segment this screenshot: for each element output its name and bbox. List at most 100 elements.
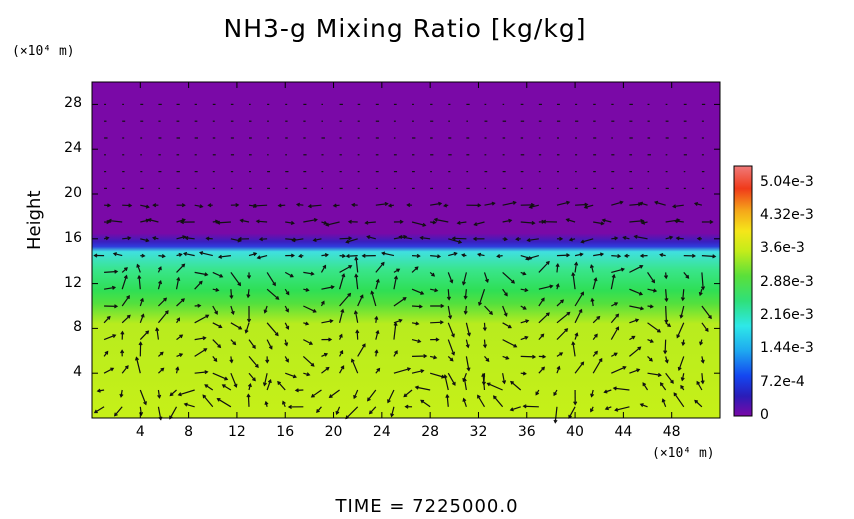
chart-title: NH3-g Mixing Ratio [kg/kg] <box>223 14 587 43</box>
wind-vector <box>217 221 231 224</box>
wind-vector <box>194 314 209 324</box>
wind-vector-head <box>685 274 690 279</box>
wind-vector-head <box>406 203 411 208</box>
wind-vector-head <box>375 278 380 283</box>
wind-vector <box>662 399 667 408</box>
colorbar-tick-label: 0 <box>760 407 769 423</box>
wind-vector-head <box>404 404 409 409</box>
wind-vector <box>354 311 359 323</box>
wind-vector-head <box>141 253 146 258</box>
wind-vector-head <box>657 328 662 333</box>
wind-vector-head <box>323 352 329 357</box>
wind-vector-head <box>524 288 529 293</box>
wind-vector-head <box>359 294 364 299</box>
wind-vector <box>502 305 508 316</box>
wind-vector <box>256 220 268 223</box>
wind-vector-head <box>290 253 295 258</box>
x-tick-label: 28 <box>421 424 440 440</box>
wind-vector-head <box>176 317 180 322</box>
wind-vector-head <box>478 301 482 307</box>
y-tick-label: 8 <box>73 319 82 336</box>
wind-vector-head <box>434 288 439 293</box>
wind-vector-head <box>235 202 240 208</box>
wind-vector-head <box>287 404 292 409</box>
wind-vector-head <box>451 351 456 356</box>
wind-vector-head <box>664 319 669 324</box>
wind-vector <box>292 238 304 242</box>
wind-vector-head <box>182 251 188 256</box>
wind-vector <box>483 272 489 283</box>
wind-vector <box>462 272 467 285</box>
wind-vector-head <box>449 279 454 284</box>
wind-vector <box>136 264 141 273</box>
wind-vector-head <box>532 354 537 359</box>
wind-vector-head <box>145 330 150 335</box>
wind-vector-head <box>114 269 119 274</box>
wind-vector-head <box>106 315 111 320</box>
wind-vector-head <box>112 334 117 338</box>
wind-vector-head <box>432 220 437 225</box>
wind-vector <box>556 299 564 307</box>
wind-vector-head <box>198 280 203 285</box>
wind-vector-head <box>393 321 398 326</box>
wind-vector <box>411 266 419 273</box>
x-tick-label: 40 <box>566 424 584 440</box>
wind-vector-head <box>312 237 317 242</box>
wind-vector <box>399 236 413 240</box>
wind-vector <box>321 320 333 324</box>
wind-vector <box>502 201 516 206</box>
wind-vector <box>257 255 268 259</box>
wind-vector <box>572 342 576 357</box>
wind-vector-head <box>638 201 644 206</box>
wind-vector-head <box>673 219 678 224</box>
wind-vector-head <box>282 400 286 405</box>
wind-vector <box>447 372 456 386</box>
wind-vector <box>375 279 379 290</box>
wind-vector-head <box>341 253 347 258</box>
wind-vector-head <box>549 284 554 289</box>
wind-vector-head <box>114 304 119 309</box>
wind-vector <box>527 238 539 242</box>
wind-vector-head <box>639 265 644 269</box>
wind-vector-head <box>325 222 330 227</box>
wind-vector <box>581 238 594 243</box>
wind-vector-head <box>451 236 456 241</box>
wind-vector-head <box>119 393 124 398</box>
wind-vector <box>176 263 185 273</box>
wind-vector-head <box>111 285 117 290</box>
wind-vector <box>247 289 250 298</box>
wind-vector-head <box>482 327 487 332</box>
wind-vector-head <box>179 353 184 357</box>
wind-vector <box>302 355 315 367</box>
wind-vector-head <box>631 335 636 340</box>
wind-vector <box>484 305 493 315</box>
wind-vector-head <box>675 236 680 241</box>
wind-vector-head <box>712 254 717 259</box>
wind-vector-head <box>590 408 594 413</box>
wind-vector <box>572 273 576 290</box>
wind-vector-head <box>620 267 625 272</box>
wind-vector-head <box>414 385 419 390</box>
wind-vector-head <box>361 343 366 348</box>
wind-vector-head <box>263 309 268 314</box>
wind-vector <box>248 339 256 349</box>
plot-frame <box>91 81 721 419</box>
wind-vector <box>674 220 684 223</box>
wind-vector-head <box>584 202 589 207</box>
wind-vector <box>430 288 438 292</box>
wind-vector-head <box>670 379 674 384</box>
wind-vector-head <box>238 325 243 330</box>
wind-vector <box>369 406 377 414</box>
wind-vector-head <box>96 388 101 393</box>
wind-vector-head <box>143 401 147 406</box>
wind-vector-head <box>205 314 210 319</box>
wind-vector <box>447 272 453 283</box>
wind-vector-head <box>237 236 242 242</box>
wind-vector-head <box>667 323 672 327</box>
wind-vector <box>335 406 341 415</box>
wind-vector <box>339 293 351 307</box>
wind-vector-head <box>465 344 470 349</box>
wind-vector <box>520 336 528 341</box>
wind-vector <box>429 372 445 378</box>
wind-vector-head <box>699 341 704 346</box>
